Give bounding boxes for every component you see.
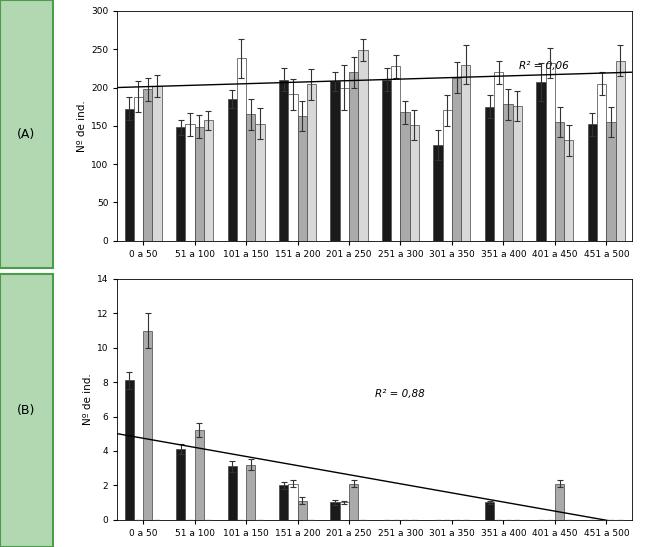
Text: (A): (A) (17, 127, 35, 141)
Bar (279, 80, 288, 241)
Bar (143, 89, 152, 241)
Bar (546, 63, 555, 241)
Bar (176, 449, 185, 520)
Bar (297, 501, 307, 520)
Bar (461, 65, 470, 241)
Bar (330, 82, 340, 241)
Bar (555, 122, 564, 241)
Text: R² = 0,06: R² = 0,06 (519, 61, 569, 71)
Bar (204, 120, 213, 241)
Bar (152, 86, 162, 241)
Bar (485, 107, 494, 241)
Bar (288, 95, 297, 241)
Bar (340, 88, 349, 241)
Bar (340, 503, 349, 520)
Bar (279, 485, 288, 520)
Bar (485, 503, 494, 520)
Bar (513, 106, 522, 241)
Bar (433, 145, 442, 241)
Bar (307, 84, 316, 241)
Bar (237, 59, 246, 241)
X-axis label: Distância das subparcelas: Distância das subparcelas (306, 284, 443, 294)
Text: R² = 0,88: R² = 0,88 (375, 389, 424, 399)
Bar (503, 104, 513, 241)
Y-axis label: Nº de ind.: Nº de ind. (83, 374, 93, 425)
Bar (246, 114, 255, 241)
Bar (124, 109, 134, 241)
Bar (143, 330, 152, 520)
Bar (382, 80, 392, 241)
Bar (134, 97, 143, 241)
Bar (555, 484, 564, 520)
Bar (410, 125, 419, 241)
Bar (349, 484, 358, 520)
Bar (606, 122, 615, 241)
Bar (246, 464, 255, 520)
Bar (176, 127, 185, 241)
Bar (392, 66, 401, 241)
Bar (588, 124, 597, 241)
Bar (195, 126, 204, 241)
Bar (288, 484, 297, 520)
Bar (297, 116, 307, 241)
Bar (185, 124, 195, 241)
Bar (349, 72, 358, 241)
Bar (358, 50, 368, 241)
Legend: BSB, BSB - Controle, GYN, GYN - Controle: BSB, BSB - Controle, GYN, GYN - Controle (259, 287, 491, 303)
Bar (228, 467, 237, 520)
Bar (615, 61, 625, 241)
Bar (195, 430, 204, 520)
Bar (401, 112, 410, 241)
Y-axis label: Nº de ind.: Nº de ind. (77, 100, 87, 152)
Bar (255, 124, 264, 241)
Bar (442, 110, 452, 241)
Bar (228, 99, 237, 241)
Bar (494, 72, 503, 241)
Bar (330, 503, 340, 520)
Text: (B): (B) (17, 404, 35, 417)
Bar (124, 380, 134, 520)
Bar (564, 141, 573, 241)
Bar (452, 78, 461, 241)
Bar (537, 82, 546, 241)
Bar (597, 84, 606, 241)
